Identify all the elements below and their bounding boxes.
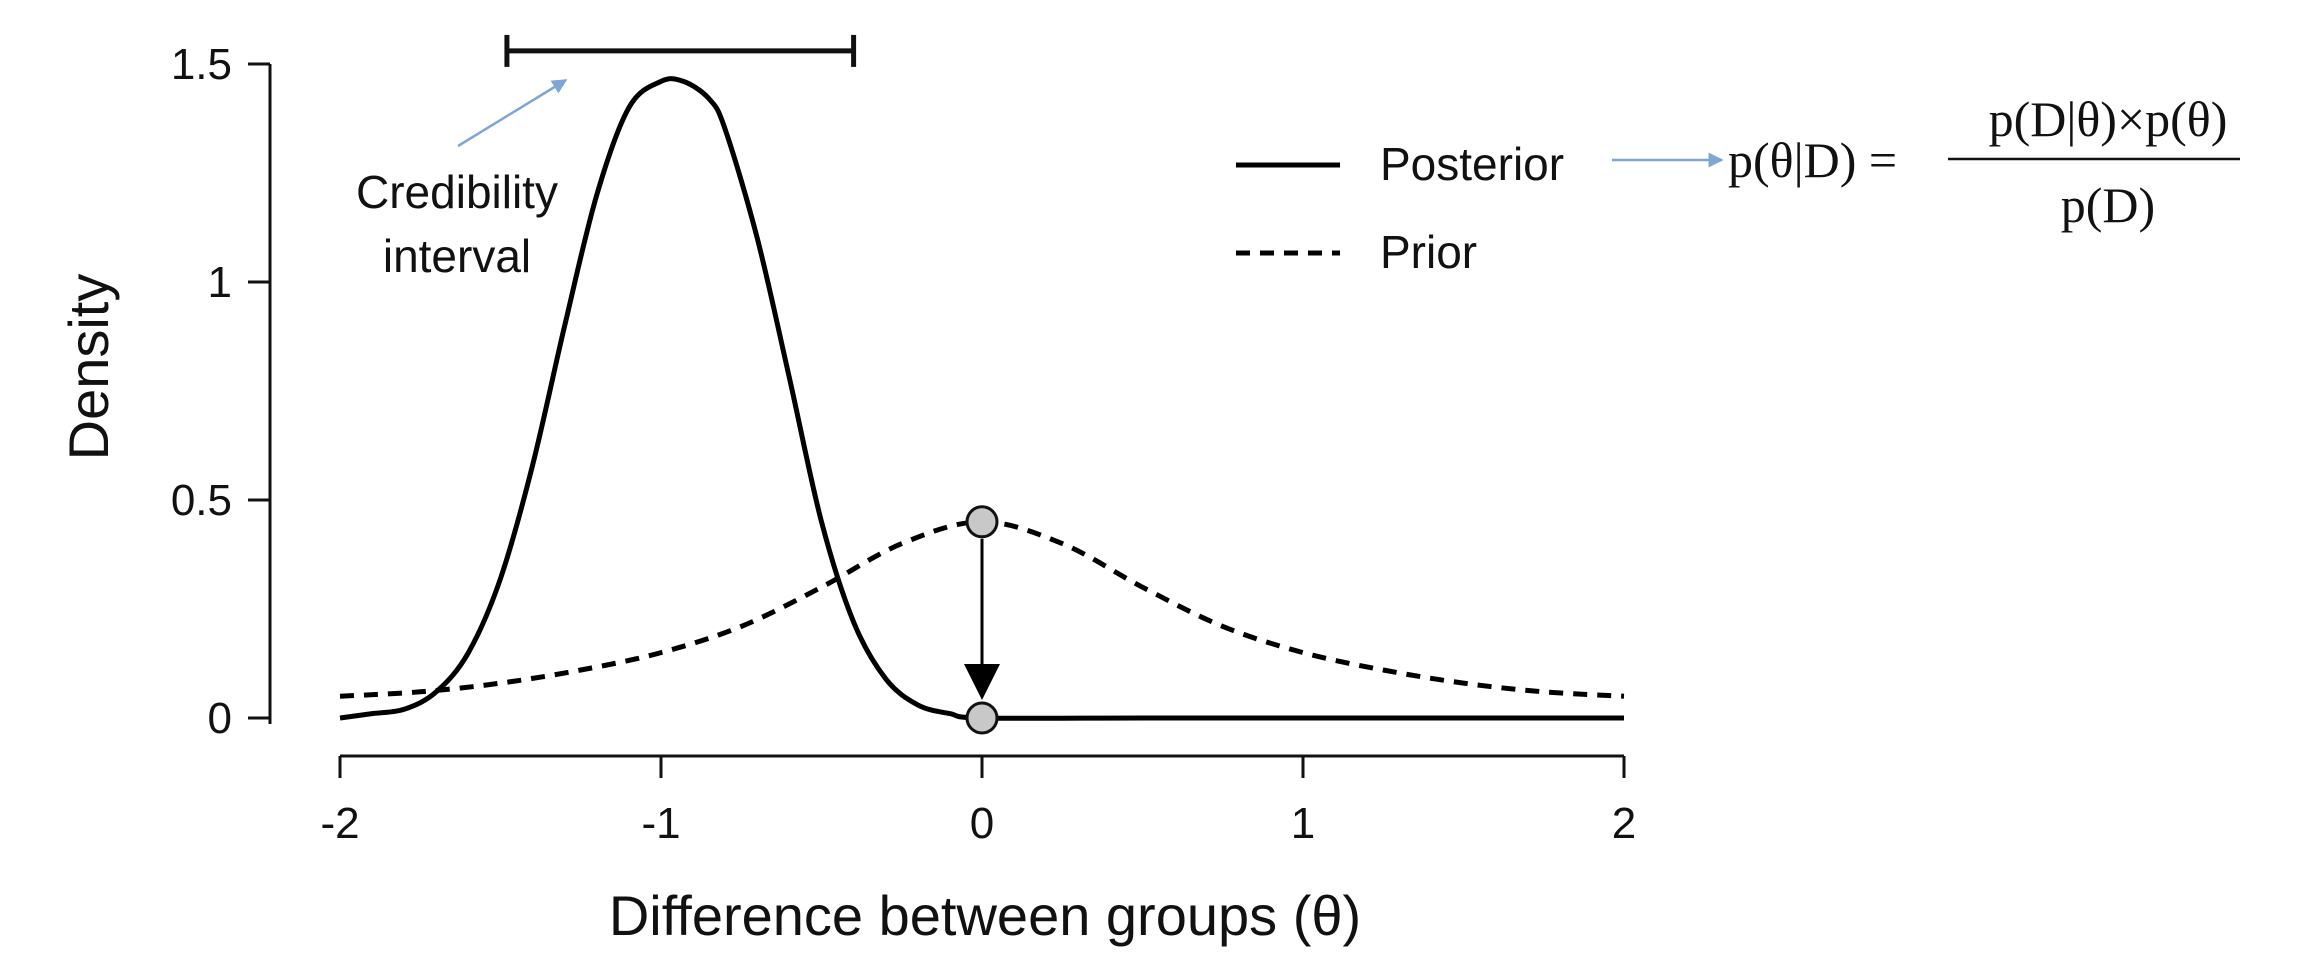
x-tick-label: 2 (1612, 799, 1636, 848)
y-tick-label: 1.5 (171, 40, 232, 89)
formula-lhs: p(θ|D) = (1728, 132, 1897, 188)
y-tick-label: 1 (208, 258, 232, 307)
comparison-points (965, 505, 999, 735)
formula-denominator: p(D) (2061, 177, 2155, 233)
y-axis-ticks: 0 0.5 1 1.5 (171, 40, 270, 743)
credibility-label-line1: Credibility (356, 166, 558, 218)
x-axis-title: Difference between groups (θ) (609, 884, 1361, 947)
credibility-interval-bar (504, 34, 857, 67)
bayes-formula: p(θ|D) = p(D|θ)×p(θ) p(D) (1728, 91, 2240, 233)
x-tick-label: 0 (970, 799, 994, 848)
x-tick-label: -1 (641, 799, 680, 848)
legend-posterior-label: Posterior (1380, 138, 1564, 190)
y-tick-label: 0.5 (171, 476, 232, 525)
y-axis-title: Density (57, 274, 120, 461)
formula-numerator: p(D|θ)×p(θ) (1989, 91, 2228, 147)
x-tick-label: -2 (320, 799, 359, 848)
posterior-curve (339, 76, 1624, 721)
density-point (965, 701, 999, 735)
legend-prior-label: Prior (1380, 226, 1477, 278)
density-drop-arrowhead (964, 664, 1000, 700)
density-point (965, 505, 999, 539)
x-axis-ticks: -2 -1 0 1 2 (320, 756, 1636, 848)
legend: Posterior Prior (1236, 138, 1564, 278)
y-tick-label: 0 (208, 694, 232, 743)
x-tick-label: 1 (1291, 799, 1315, 848)
credibility-annotation-arrow (457, 78, 568, 148)
credibility-label-line2: interval (383, 230, 531, 282)
